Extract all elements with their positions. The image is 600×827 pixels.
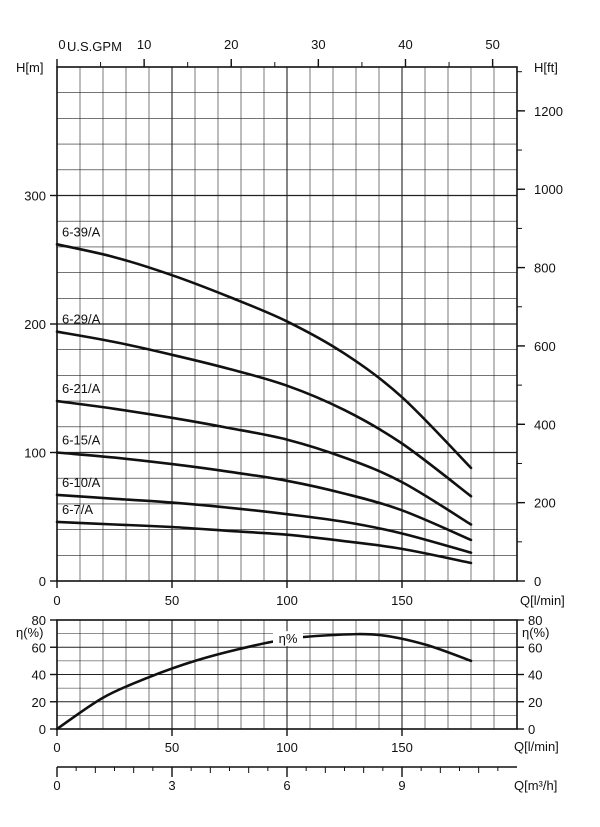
head-grid — [57, 67, 517, 581]
x-axis-label: Q[l/min] — [520, 593, 565, 608]
curve-label: 6-15/A — [62, 433, 101, 448]
efficiency-curve-line — [55, 632, 473, 731]
eta-tick-label-right: 60 — [528, 640, 542, 655]
m3h-tick-label: 0 — [53, 778, 60, 793]
head-curve-line — [55, 243, 473, 470]
efficiency-grid — [57, 620, 517, 729]
m3h-tick-label: 3 — [168, 778, 175, 793]
eff-x-tick-label: 100 — [276, 740, 298, 755]
head-curves — [55, 243, 473, 565]
y2-tick-label: 1200 — [534, 104, 563, 119]
head-curve-labels: 6-39/A 6-29/A 6-21/A 6-15/A 6-10/A 6-7/A — [62, 224, 101, 517]
efficiency-curve-label: η% — [279, 631, 298, 646]
y2-tick-label: 0 — [534, 574, 541, 589]
x-tick-label: 150 — [391, 593, 413, 608]
x2-tick-label: 10 — [137, 37, 151, 52]
head-curve-line — [55, 330, 473, 498]
eff-x-axis-label: Q[l/min] — [514, 739, 559, 754]
head-axes: H[m] H[ft] U.S.GPM Q[l/min] 010020030002… — [16, 37, 565, 608]
y-tick-label: 100 — [24, 446, 46, 461]
m3h-axis-label: Q[m³/h] — [514, 778, 557, 793]
head-curve-line — [55, 451, 473, 542]
eta-tick-label-left: 80 — [32, 613, 46, 628]
y-tick-label: 300 — [24, 189, 46, 204]
x2-tick-label: 20 — [224, 37, 238, 52]
head-curve-line — [55, 520, 473, 565]
head-curve-line — [55, 493, 473, 554]
y2-axis-label: H[ft] — [534, 60, 558, 75]
x2-axis-label: U.S.GPM — [67, 39, 122, 54]
m3h-tick-label: 9 — [398, 778, 405, 793]
x-tick-label: 50 — [165, 593, 179, 608]
eta-tick-label-right: 0 — [528, 722, 535, 737]
eta-tick-label-left: 60 — [32, 640, 46, 655]
y2-tick-label: 800 — [534, 261, 556, 276]
curve-label: 6-29/A — [62, 312, 101, 327]
y2-tick-label: 600 — [534, 339, 556, 354]
x2-tick-label: 30 — [311, 37, 325, 52]
head-curve-panel: 6-39/A 6-29/A 6-21/A 6-15/A 6-10/A 6-7/A H[m]… — [16, 37, 565, 608]
x2-tick-label: 50 — [485, 37, 499, 52]
eff-x-tick-label: 50 — [165, 740, 179, 755]
x2-tick-label: 0 — [58, 37, 65, 52]
y-tick-label: 200 — [24, 317, 46, 332]
eta-tick-label-right: 80 — [528, 613, 542, 628]
efficiency-curves: η% — [55, 631, 473, 731]
m3h-tick-label: 6 — [283, 778, 290, 793]
eta-tick-label-right: 20 — [528, 695, 542, 710]
head-curve-line — [55, 399, 473, 526]
eff-x-tick-label: 0 — [53, 740, 60, 755]
x-tick-label: 100 — [276, 593, 298, 608]
curve-label: 6-39/A — [62, 224, 101, 239]
efficiency-label-bg — [273, 631, 303, 647]
eta-tick-label-left: 40 — [32, 668, 46, 683]
eta-tick-label-left: 20 — [32, 695, 46, 710]
y2-tick-label: 200 — [534, 496, 556, 511]
m3h-axis: 0 3 6 9 — [53, 766, 517, 793]
curve-label: 6-21/A — [62, 381, 101, 396]
curve-label: 6-7/A — [62, 502, 93, 517]
curve-label: 6-10/A — [62, 475, 101, 490]
eff-x-tick-label: 150 — [391, 740, 413, 755]
y2-tick-label: 1000 — [534, 182, 563, 197]
eta-tick-label-right: 40 — [528, 668, 542, 683]
y2-tick-label: 400 — [534, 417, 556, 432]
eta-axis-label-right: η(%) — [522, 625, 549, 640]
x2-tick-label: 40 — [398, 37, 412, 52]
y-axis-label: H[m] — [16, 60, 43, 75]
x-tick-label: 0 — [53, 593, 60, 608]
y-tick-label: 0 — [39, 574, 46, 589]
eta-tick-label-left: 0 — [39, 722, 46, 737]
eta-axis-label-left: η(%) — [16, 625, 43, 640]
